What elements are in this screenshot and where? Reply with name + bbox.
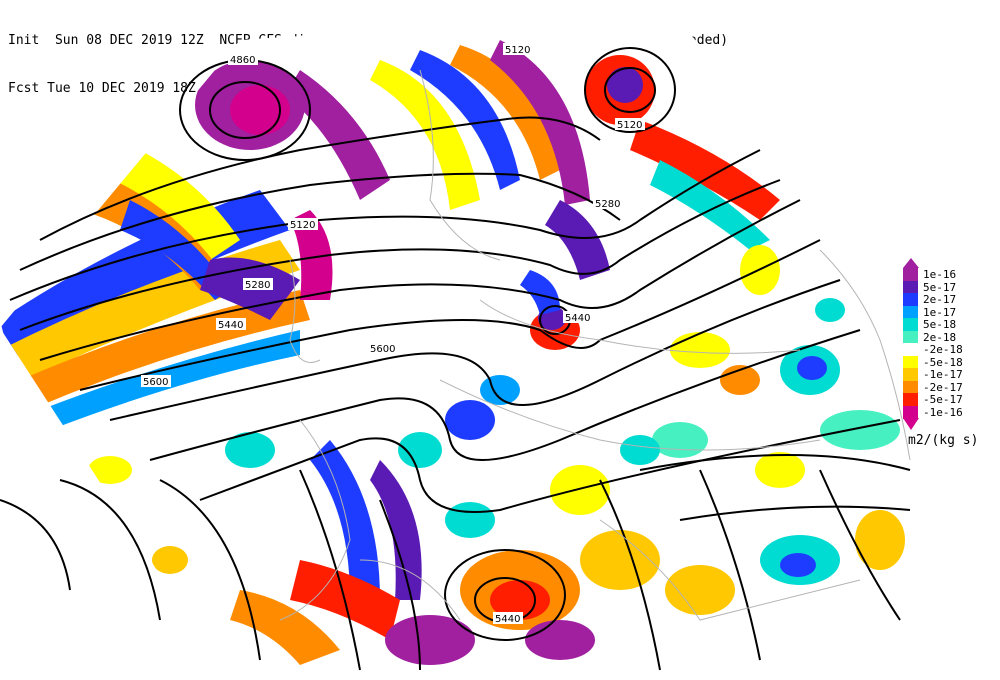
legend-label: 1e-16 — [923, 268, 957, 281]
legend-item: 1e-17 — [903, 305, 998, 319]
contour-labels: 4860 5120 5120 5120 5280 5280 5440 5440 … — [141, 43, 645, 625]
contour-label: 5600 — [143, 377, 168, 388]
legend-item: 2e-17 — [903, 293, 998, 306]
contour-label: 5440 — [565, 313, 590, 324]
legend-item: 1e-16 — [903, 268, 998, 281]
legend-label: 5e-17 — [923, 280, 957, 294]
legend-bottom-arrow — [903, 418, 919, 430]
country-borders — [279, 69, 911, 621]
contour-label: 5120 — [290, 220, 315, 231]
contour-label: 5280 — [245, 280, 270, 291]
legend-swatch — [903, 393, 918, 406]
legend-item: -2e-18 — [903, 343, 998, 356]
legend-colorbar — [903, 258, 919, 430]
legend-label: -1e-16 — [923, 405, 963, 419]
legend-item: 5e-18 — [903, 318, 998, 331]
legend-label: 5e-18 — [923, 318, 957, 331]
height-contours — [0, 47, 911, 671]
legend-item: 5e-17 — [903, 280, 998, 294]
legend-swatch — [903, 343, 918, 356]
legend-label: -5e-18 — [923, 355, 963, 369]
legend-item: -2e-17 — [903, 380, 998, 394]
legend-label: -5e-17 — [923, 393, 963, 406]
legend-swatch — [903, 293, 918, 306]
contour-label: 5440 — [218, 320, 243, 331]
contour-label: 5280 — [595, 199, 620, 210]
legend-label: 2e-17 — [923, 293, 957, 306]
legend-top-arrow — [903, 258, 919, 268]
legend-swatch — [903, 318, 918, 331]
legend-item: -5e-17 — [903, 393, 998, 406]
contour-label: 5600 — [370, 344, 395, 355]
contour-label: 4860 — [230, 55, 255, 66]
contour-label: 5120 — [617, 120, 642, 131]
legend-swatch — [903, 405, 918, 419]
legend-swatch — [903, 355, 918, 369]
legend-label: -1e-17 — [923, 368, 963, 381]
legend-item: -5e-18 — [903, 355, 998, 369]
contour-label: 5120 — [505, 45, 530, 56]
legend-item: 2e-18 — [903, 330, 998, 344]
legend-item: -1e-17 — [903, 368, 998, 381]
contour-label: 5440 — [495, 614, 520, 625]
legend-label: 1e-17 — [923, 305, 957, 319]
legend-swatch — [903, 380, 918, 394]
legend-label: 2e-18 — [923, 330, 957, 344]
legend-swatch — [903, 368, 918, 381]
legend-swatch — [903, 268, 918, 281]
legend-item: -1e-16 — [903, 405, 998, 419]
legend-label: -2e-18 — [923, 343, 963, 356]
legend-units: m2/(kg s) — [908, 433, 979, 448]
legend-swatch — [903, 330, 918, 344]
legend-swatch — [903, 280, 918, 294]
legend-swatch — [903, 305, 918, 319]
legend-label: -2e-17 — [923, 380, 963, 394]
